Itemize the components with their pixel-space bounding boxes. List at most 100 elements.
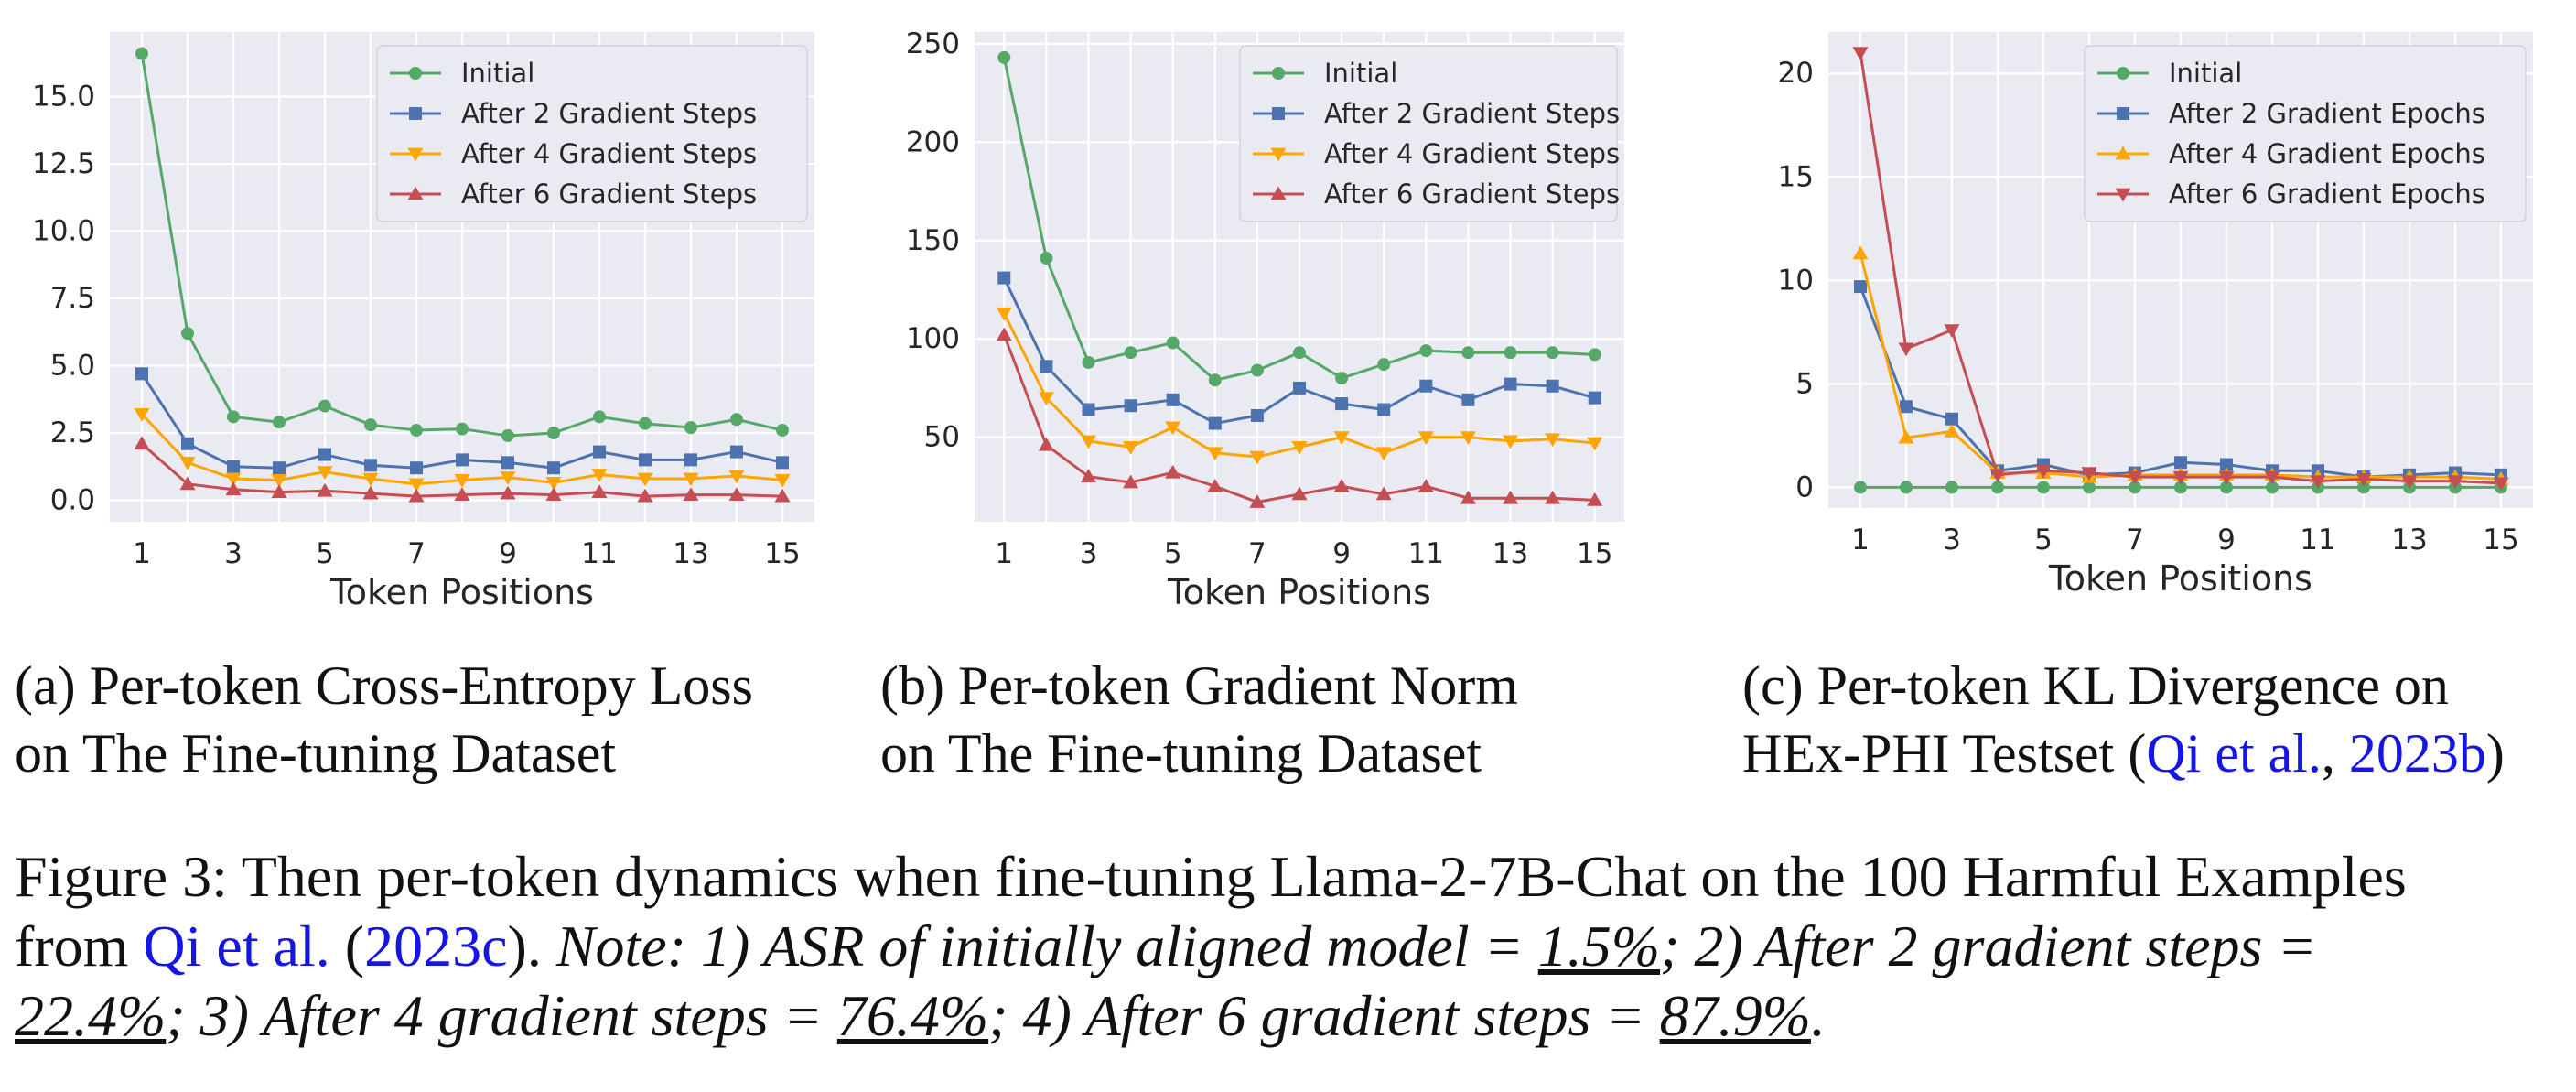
subcaption-a-line2: on The Fine-tuning Dataset bbox=[15, 723, 617, 784]
data-point bbox=[683, 472, 699, 487]
asr-initial-value: 1.5% bbox=[1537, 914, 1661, 978]
citation-link-year[interactable]: 2023b bbox=[2348, 723, 2486, 784]
data-point bbox=[1375, 486, 1392, 501]
data-point bbox=[271, 484, 287, 499]
x-tick-label: 15 bbox=[2483, 524, 2518, 557]
data-point bbox=[408, 478, 425, 492]
y-tick-label: 10 bbox=[1778, 264, 1814, 297]
subcaption-c: (c) Per-token KL Divergence on HEx-PHI T… bbox=[1742, 652, 2505, 787]
x-axis-label: Token Positions bbox=[329, 572, 594, 612]
data-point bbox=[2401, 475, 2418, 490]
data-point bbox=[2174, 456, 2187, 470]
subcaption-a-line1: (a) Per-token Cross-Entropy Loss bbox=[15, 655, 753, 716]
x-tick-label: 11 bbox=[1408, 537, 1444, 570]
data-point bbox=[2220, 458, 2233, 471]
legend-label: Initial bbox=[461, 58, 534, 89]
data-point bbox=[637, 472, 653, 487]
x-tick-label: 3 bbox=[224, 537, 243, 570]
data-point bbox=[1166, 393, 1180, 406]
y-tick-label: 250 bbox=[906, 27, 960, 60]
y-tick-label: 0.0 bbox=[50, 483, 95, 516]
legend-marker bbox=[2117, 107, 2129, 120]
data-point bbox=[1208, 373, 1222, 387]
data-point bbox=[408, 488, 425, 503]
data-point bbox=[1377, 358, 1391, 372]
legend-label: After 2 Gradient Steps bbox=[1324, 98, 1620, 129]
data-point bbox=[1333, 478, 1350, 492]
legend-label: After 6 Gradient Steps bbox=[461, 178, 757, 210]
caption-paren-close: ). bbox=[507, 914, 556, 978]
data-point bbox=[1249, 450, 1266, 465]
data-point bbox=[2037, 481, 2050, 494]
x-tick-label: 1 bbox=[995, 537, 1013, 570]
data-point bbox=[1503, 435, 1519, 449]
data-point bbox=[1417, 478, 1434, 492]
asr-4-steps-value: 76.4% bbox=[836, 983, 989, 1048]
caption-line-2: from Qi et al. (2023c). Note: 1) ASR of … bbox=[15, 912, 2568, 981]
data-point bbox=[1208, 416, 1222, 430]
data-point bbox=[684, 453, 697, 467]
caption-note-4: ; 4) After 6 gradient steps = bbox=[988, 983, 1660, 1048]
y-tick-label: 12.5 bbox=[32, 147, 95, 180]
data-point bbox=[1207, 447, 1223, 461]
data-point bbox=[774, 474, 791, 488]
data-point bbox=[1250, 363, 1264, 377]
data-point bbox=[454, 487, 470, 501]
data-point bbox=[181, 327, 194, 341]
data-point bbox=[318, 399, 331, 413]
data-point bbox=[1419, 379, 1433, 393]
data-point bbox=[996, 307, 1012, 321]
legend-label: After 6 Gradient Epochs bbox=[2169, 178, 2485, 210]
data-point bbox=[135, 367, 148, 381]
data-point bbox=[728, 487, 745, 501]
data-point bbox=[225, 481, 242, 496]
data-point bbox=[730, 413, 743, 427]
data-point bbox=[2264, 470, 2280, 485]
subcaption-c-line2: HEx-PHI Testset (Qi et al., 2023b) bbox=[1742, 719, 2505, 787]
data-point bbox=[776, 456, 789, 470]
data-point bbox=[1335, 372, 1349, 385]
subcaption-b: (b) Per-token Gradient Norm on The Fine-… bbox=[880, 652, 1518, 787]
data-point bbox=[1123, 474, 1139, 489]
data-point bbox=[1588, 348, 1601, 362]
x-tick-label: 7 bbox=[1248, 537, 1266, 570]
data-point bbox=[1587, 437, 1603, 451]
legend: Initial After 2 Gradient Steps After 4 Gra… bbox=[1239, 45, 1620, 222]
x-tick-label: 7 bbox=[407, 537, 426, 570]
data-point bbox=[1124, 399, 1137, 413]
data-point bbox=[1900, 400, 1913, 414]
chart-panel-b: 50 100 150 200 250 1 3 5 7 9 11 13 15 Token Positions… bbox=[860, 0, 1711, 632]
caption-citation-year[interactable]: 2023c bbox=[364, 914, 508, 978]
data-point bbox=[1989, 469, 2006, 483]
data-point bbox=[545, 487, 562, 501]
cross-entropy-chart: 0.02.55.07.510.012.515.01 3 5 7 9 11 13 15Token… bbox=[32, 32, 814, 612]
data-point bbox=[1504, 377, 1517, 391]
y-tick-label: 20 bbox=[1778, 57, 1814, 90]
legend-marker bbox=[1270, 147, 1287, 162]
data-point bbox=[1335, 397, 1349, 411]
data-point bbox=[273, 461, 286, 475]
data-point bbox=[227, 460, 240, 473]
y-tick-label: 15.0 bbox=[32, 81, 95, 114]
data-point bbox=[2357, 481, 2370, 494]
caption-note-2: ; 2) After 2 gradient steps = bbox=[1660, 914, 2317, 978]
data-point bbox=[317, 466, 333, 481]
data-point bbox=[1080, 469, 1096, 482]
data-point bbox=[500, 485, 516, 500]
data-point bbox=[730, 445, 743, 459]
citation-link-author[interactable]: Qi et al. bbox=[2146, 723, 2322, 784]
x-tick-label: 11 bbox=[581, 537, 617, 570]
caption-citation-author[interactable]: Qi et al. bbox=[143, 914, 330, 978]
y-tick-label: 100 bbox=[906, 322, 960, 355]
data-point bbox=[1504, 346, 1517, 360]
data-point bbox=[317, 482, 333, 497]
data-point bbox=[2035, 464, 2052, 479]
series-after-6-gradient-steps bbox=[134, 436, 791, 503]
y-tick-label: 200 bbox=[906, 125, 960, 158]
data-point bbox=[1898, 342, 1914, 357]
series-after-2-gradient-steps bbox=[135, 367, 789, 475]
x-tick-label: 5 bbox=[1164, 537, 1182, 570]
x-tick-label: 3 bbox=[1080, 537, 1098, 570]
x-tick-label: 3 bbox=[1943, 524, 1961, 557]
